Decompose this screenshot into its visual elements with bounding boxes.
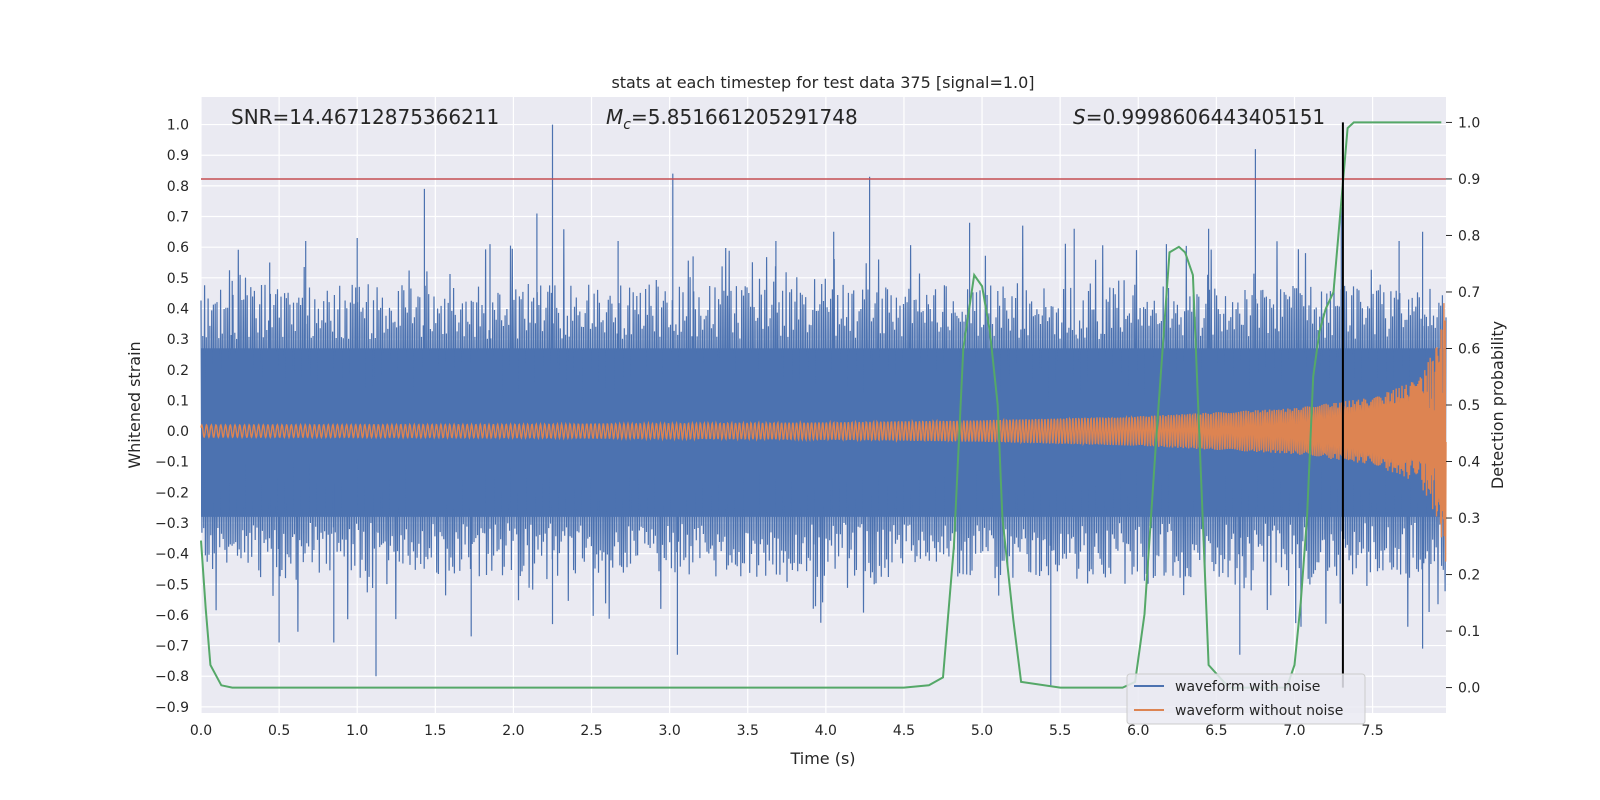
y-right-tick-label: 0.9 [1458, 172, 1480, 188]
score-value: =0.9998606443405151 [1086, 105, 1325, 129]
legend: waveform with noise waveform without noi… [1126, 673, 1366, 725]
x-tick-label: 7.5 [1361, 723, 1383, 739]
x-tick-label: 4.5 [893, 723, 915, 739]
y-right-tick-label: 0.4 [1458, 455, 1480, 471]
y-left-tick-label: 0.0 [167, 424, 189, 440]
series-detection-probability [200, 121, 1442, 689]
y-left-tick-label: 0.7 [167, 210, 189, 226]
y-left-tick-label: −0.7 [155, 639, 189, 655]
y-left-tick-label: 0.9 [167, 148, 189, 164]
y-left-tick-label: −0.9 [155, 700, 189, 716]
y-left-tick-label: −0.2 [155, 485, 189, 501]
y-left-tick-label: −0.6 [155, 608, 189, 624]
score-symbol: S [1073, 105, 1086, 129]
chirp-mass-symbol: M [606, 105, 623, 129]
y-left-tick-label: 1.0 [167, 118, 189, 134]
y-right-tick-label: 0.5 [1458, 398, 1480, 414]
y-left-tick-label: −0.3 [155, 516, 189, 532]
y-left-tick-label: −0.4 [155, 547, 189, 563]
x-tick-label: 3.5 [737, 723, 759, 739]
x-tick-label: 7.0 [1283, 723, 1305, 739]
y-right-tick-label: 0.3 [1458, 511, 1480, 527]
y-right-tick-label: 0.0 [1458, 681, 1480, 697]
x-tick-label: 0.0 [190, 723, 212, 739]
x-tick-label: 5.0 [971, 723, 993, 739]
y-axis-left: 1.0 0.9 0.8 0.7 0.6 0.5 0.4 0.3 0.2 0.1 0.0 −0.1 −0.… [155, 118, 189, 716]
y-right-tick-label: 0.1 [1458, 624, 1480, 640]
y-left-tick-label: −0.5 [155, 577, 189, 593]
x-tick-label: 0.5 [268, 723, 290, 739]
x-tick-label: 6.0 [1127, 723, 1149, 739]
y-right-tick-label: 0.6 [1458, 341, 1480, 357]
x-tick-label: 1.5 [424, 723, 446, 739]
score-annotation: S=0.9998606443405151 [1073, 105, 1325, 129]
y-right-tick-label: 0.8 [1458, 228, 1480, 244]
legend-label-noise: waveform with noise [1175, 679, 1320, 695]
legend-label-clean: waveform without noise [1175, 703, 1343, 719]
chirp-mass-subscript: c [623, 117, 631, 133]
chirp-mass-annotation: Mc=5.851661205291748 [606, 105, 858, 133]
x-tick-label: 4.0 [815, 723, 837, 739]
y-left-tick-label: 0.6 [167, 240, 189, 256]
y-left-tick-label: 0.3 [167, 332, 189, 348]
legend-box [1126, 673, 1366, 725]
x-tick-label: 2.0 [502, 723, 524, 739]
y-axis-left-label: Whitened strain [125, 341, 144, 468]
x-tick-label: 5.5 [1049, 723, 1071, 739]
y-left-tick-label: −0.1 [155, 455, 189, 471]
y-left-tick-label: 0.1 [167, 393, 189, 409]
snr-annotation: SNR=14.46712875366211 [231, 105, 499, 129]
series-waveform-with-noise [200, 124, 1447, 686]
x-tick-label: 1.0 [346, 723, 368, 739]
chart-title: stats at each timestep for test data 375… [611, 73, 1034, 92]
y-axis-right: 1.0 0.9 0.8 0.7 0.6 0.5 0.4 0.3 0.2 0.1 0.0 [1446, 115, 1480, 697]
y-right-tick-label: 0.7 [1458, 285, 1480, 301]
x-axis-label: Time (s) [789, 749, 855, 768]
y-left-tick-label: 0.8 [167, 179, 189, 195]
chirp-mass-value: =5.851661205291748 [631, 105, 858, 129]
x-tick-label: 3.0 [658, 723, 680, 739]
y-right-tick-label: 0.2 [1458, 568, 1480, 584]
y-left-tick-label: 0.4 [167, 301, 189, 317]
y-left-tick-label: 0.5 [167, 271, 189, 287]
y-right-tick-label: 1.0 [1458, 115, 1480, 131]
y-axis-right-label: Detection probability [1488, 321, 1507, 489]
y-left-tick-label: −0.8 [155, 669, 189, 685]
series-waveform-without-noise [200, 303, 1447, 562]
x-tick-label: 6.5 [1205, 723, 1227, 739]
x-axis: 0.0 0.5 1.0 1.5 2.0 2.5 3.0 3.5 4.0 4.5 5.0 5.5 6.0 6… [190, 723, 1384, 739]
plot-series-layer [200, 121, 1447, 689]
x-tick-label: 2.5 [580, 723, 602, 739]
y-left-tick-label: 0.2 [167, 363, 189, 379]
